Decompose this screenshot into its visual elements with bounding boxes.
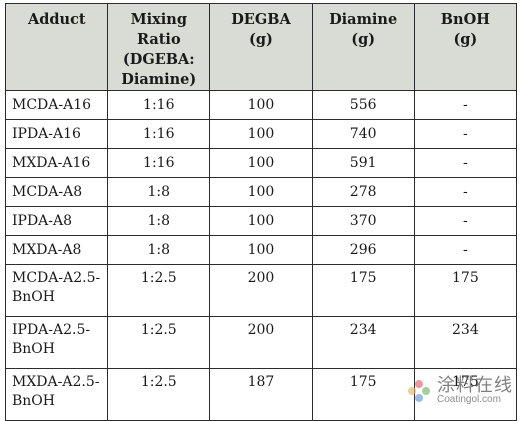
cell-degba: 200 bbox=[209, 316, 313, 369]
cell-diamine: 740 bbox=[311, 119, 415, 149]
cell-bnoh: - bbox=[413, 177, 518, 207]
cell-ratio: 1:8 bbox=[107, 235, 211, 265]
cell-diamine: 234 bbox=[311, 316, 415, 369]
cell-diamine: 370 bbox=[311, 206, 415, 236]
adduct-table: Adduct Mixing Ratio (DGEBA: Diamine) DEG… bbox=[4, 3, 518, 421]
header-mixing-ratio: Mixing Ratio (DGEBA: Diamine) bbox=[107, 3, 211, 91]
cell-line: BnOH bbox=[12, 393, 55, 409]
cell-degba: 187 bbox=[209, 368, 313, 421]
header-line: Diamine) bbox=[121, 71, 197, 88]
header-degba: DEGBA (g) bbox=[209, 3, 313, 91]
cell-bnoh: 175 bbox=[413, 264, 518, 317]
cell-bnoh: - bbox=[413, 148, 518, 178]
cell-ratio: 1:16 bbox=[107, 119, 211, 149]
cell-diamine: 296 bbox=[311, 235, 415, 265]
cell-line: IPDA-A2.5- bbox=[12, 322, 91, 338]
cell-bnoh: - bbox=[413, 90, 518, 120]
cell-line: BnOH bbox=[12, 341, 55, 357]
coatingol-logo-icon bbox=[408, 380, 430, 402]
cell-diamine: 278 bbox=[311, 177, 415, 207]
table-container: Adduct Mixing Ratio (DGEBA: Diamine) DEG… bbox=[4, 3, 518, 421]
cell-degba: 100 bbox=[209, 206, 313, 236]
header-line: (DGEBA: bbox=[122, 51, 195, 68]
cell-diamine: 175 bbox=[311, 264, 415, 317]
header-bnoh: BnOH (g) bbox=[413, 3, 518, 91]
cell-degba: 100 bbox=[209, 119, 313, 149]
cell-degba: 100 bbox=[209, 235, 313, 265]
cell-bnoh: - bbox=[413, 235, 518, 265]
cell-adduct: MXDA-A16 bbox=[4, 148, 109, 178]
table-row: MCDA-A16 1:16 100 556 - bbox=[4, 90, 518, 120]
cell-line: BnOH bbox=[12, 289, 55, 305]
watermark-cn: 涂料在线 bbox=[437, 375, 513, 396]
watermark-text: 涂料在线 Coatingol.com bbox=[437, 377, 513, 405]
header-adduct: Adduct bbox=[4, 3, 109, 91]
cell-bnoh: - bbox=[413, 119, 518, 149]
header-row: Adduct Mixing Ratio (DGEBA: Diamine) DEG… bbox=[4, 3, 518, 91]
header-line: (g) bbox=[249, 31, 273, 48]
cell-ratio: 1:8 bbox=[107, 206, 211, 236]
cell-diamine: 591 bbox=[311, 148, 415, 178]
table-row: MCDA-A8 1:8 100 278 - bbox=[4, 177, 518, 207]
cell-degba: 100 bbox=[209, 148, 313, 178]
table-row: IPDA-A8 1:8 100 370 - bbox=[4, 206, 518, 236]
cell-degba: 100 bbox=[209, 90, 313, 120]
cell-line: MXDA-A2.5- bbox=[12, 374, 100, 390]
header-line: DEGBA bbox=[231, 11, 291, 28]
header-line: Mixing Ratio bbox=[130, 11, 187, 48]
cell-ratio: 1:16 bbox=[107, 90, 211, 120]
cell-ratio: 1:16 bbox=[107, 148, 211, 178]
header-line: Diamine bbox=[329, 11, 398, 28]
cell-degba: 100 bbox=[209, 177, 313, 207]
table-row: IPDA-A2.5- BnOH 1:2.5 200 234 234 bbox=[4, 316, 518, 369]
cell-adduct: MCDA-A8 bbox=[4, 177, 109, 207]
header-line: (g) bbox=[453, 31, 478, 48]
watermark: 涂料在线 Coatingol.com bbox=[405, 377, 513, 405]
cell-adduct: MXDA-A8 bbox=[4, 235, 109, 265]
cell-diamine: 556 bbox=[311, 90, 415, 120]
header-diamine: Diamine (g) bbox=[311, 3, 415, 91]
cell-degba: 200 bbox=[209, 264, 313, 317]
cell-ratio: 1:8 bbox=[107, 177, 211, 207]
cell-adduct: IPDA-A16 bbox=[4, 119, 109, 149]
cell-line: MCDA-A2.5- bbox=[12, 270, 101, 286]
cell-ratio: 1:2.5 bbox=[107, 368, 211, 421]
cell-ratio: 1:2.5 bbox=[107, 264, 211, 317]
table-row: IPDA-A16 1:16 100 740 - bbox=[4, 119, 518, 149]
cell-adduct: IPDA-A8 bbox=[4, 206, 109, 236]
cell-bnoh: 234 bbox=[413, 316, 518, 369]
table-row: MCDA-A2.5- BnOH 1:2.5 200 175 175 bbox=[4, 264, 518, 317]
table-row: MXDA-A16 1:16 100 591 - bbox=[4, 148, 518, 178]
cell-diamine: 175 bbox=[311, 368, 415, 421]
cell-adduct: MCDA-A16 bbox=[4, 90, 109, 120]
table-row: MXDA-A8 1:8 100 296 - bbox=[4, 235, 518, 265]
cell-ratio: 1:2.5 bbox=[107, 316, 211, 369]
watermark-en: Coatingol.com bbox=[437, 394, 501, 405]
cell-adduct: MXDA-A2.5- BnOH bbox=[4, 368, 109, 421]
header-line: (g) bbox=[351, 31, 376, 48]
cell-adduct: MCDA-A2.5- BnOH bbox=[4, 264, 109, 317]
cell-bnoh: - bbox=[413, 206, 518, 236]
header-line: Adduct bbox=[28, 11, 86, 28]
cell-adduct: IPDA-A2.5- BnOH bbox=[4, 316, 109, 369]
header-line: BnOH bbox=[440, 11, 490, 28]
